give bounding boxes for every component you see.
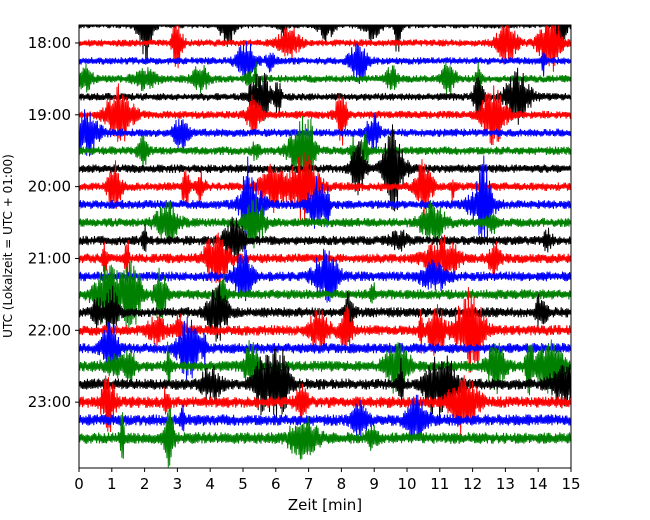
x-tick-label: 15 [561,475,580,493]
trace-line [79,116,571,186]
trace-line [79,124,571,212]
y-tick-label: 20:00 [28,178,71,196]
trace-line [79,155,571,244]
x-tick-label: 13 [496,475,515,493]
x-tick-label: 5 [238,475,248,493]
x-tick-label: 4 [205,475,215,493]
trace-line [79,83,571,146]
y-tick-label: 18:00 [28,34,71,52]
trace-line [79,408,571,468]
x-tick-label: 6 [271,475,281,493]
x-tick-label: 11 [430,475,449,493]
trace-line [79,41,571,85]
trace-line [79,109,571,157]
x-tick-label: 9 [369,475,379,493]
x-tick-label: 2 [140,475,150,493]
trace-line [79,394,571,442]
x-tick-label: 7 [304,475,314,493]
trace-line [79,287,571,373]
x-tick-label: 14 [529,475,548,493]
x-tick-label: 1 [107,475,117,493]
trace-line [79,339,571,396]
trace-line [79,346,571,419]
y-tick-label: 19:00 [28,106,71,124]
x-axis: 0 1 2 3 4 5 6 7 8 9 10 11 12 13 14 15 [74,468,581,493]
x-axis-label: Zeit [min] [288,496,362,514]
trace-line [79,25,571,65]
x-tick-label: 8 [337,475,347,493]
y-tick-label: 22:00 [28,321,71,339]
trace-line [79,283,571,343]
x-tick-label: 12 [463,475,482,493]
trace-line [79,245,571,303]
x-tick-label: 3 [173,475,183,493]
x-tick-label: 10 [397,475,416,493]
y-tick-label: 23:00 [28,393,71,411]
x-tick-label: 0 [74,475,84,493]
y-tick-label: 21:00 [28,249,71,267]
y-axis-label: UTC (Lokalzeit = UTC + 01:00) [1,154,15,338]
trace-line [79,375,571,436]
trace-line [79,317,571,380]
plot-frame [78,24,572,469]
trace-layer [79,25,571,468]
trace-line [79,61,571,101]
y-axis: 18:00 19:00 20:00 21:00 22:00 23:00 [28,34,79,411]
trace-line [79,198,571,249]
trace-line [79,260,571,329]
trace-line [79,216,571,261]
trace-line [79,25,571,72]
